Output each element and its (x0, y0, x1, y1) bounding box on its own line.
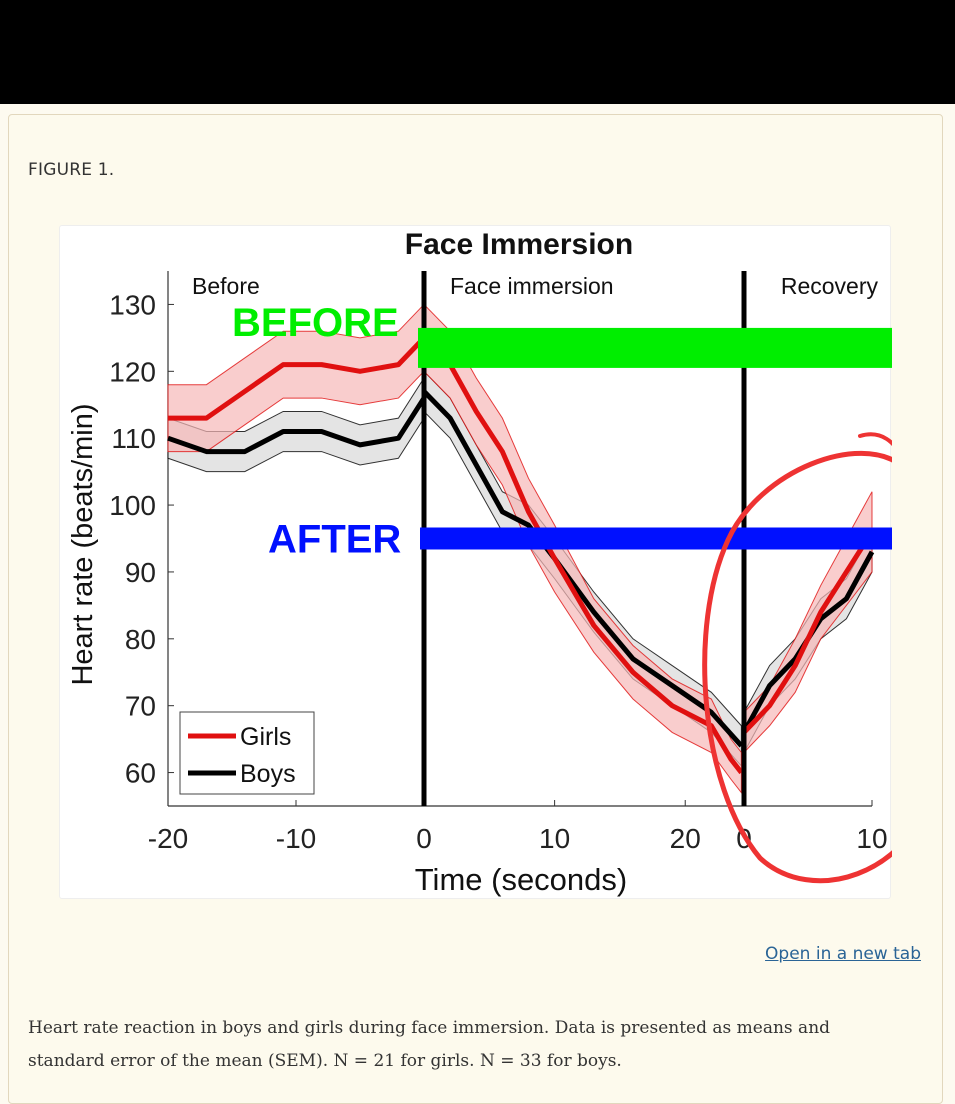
open-in-new-tab-link[interactable]: Open in a new tab (765, 944, 921, 964)
series-line-boys (167, 396, 427, 455)
figure-caption: Heart rate reaction in boys and girls du… (28, 1018, 831, 1071)
before-annotation: BEFORE (232, 301, 399, 345)
x-tick-label: -20 (148, 823, 188, 854)
after-annotation: AFTER (268, 518, 401, 562)
top-black-bar (0, 0, 955, 104)
y-tick-label: 120 (109, 356, 156, 387)
y-tick-label: 80 (125, 624, 156, 655)
x-tick-label: -10 (276, 823, 316, 854)
x-tick-label: 0 (416, 823, 432, 854)
figure-label: FIGURE 1. (28, 160, 115, 180)
red-circle-tail (858, 432, 892, 447)
series-line-girls (422, 336, 744, 775)
legend-label-boys: Boys (240, 760, 296, 788)
chart-title: Face Immersion (405, 228, 633, 261)
plot-panel: Face Immersion 60 70 80 90 100 110 120 130 Heart … (59, 225, 892, 899)
legend-box (179, 711, 315, 795)
y-tick-label: 90 (125, 557, 156, 588)
before-highlight-bar (418, 327, 892, 368)
x-tick-label: 10 (539, 823, 570, 854)
red-circle-annotation (702, 450, 892, 884)
y-tick-label: 110 (111, 423, 156, 454)
series-line-girls (168, 336, 426, 421)
sem-band-girls (423, 303, 742, 795)
x-tick-label: 10 (856, 823, 887, 854)
y-tick-label: 130 (109, 289, 156, 320)
legend-label-girls: Girls (240, 723, 291, 751)
y-tick-label: 60 (125, 758, 156, 789)
x-tick-label: 20 (670, 823, 701, 854)
after-highlight-bar (420, 527, 892, 550)
series-line-girls (742, 530, 875, 735)
x-axis-label: Time (seconds) (415, 862, 627, 897)
y-axis-label: Heart rate (beats/min) (67, 403, 99, 685)
heart-rate-chart: Face Immersion60708090100110120130Heart … (67, 228, 892, 897)
segment-label: Face immersion (450, 273, 614, 299)
y-tick-label: 100 (109, 490, 156, 521)
y-tick-label: 70 (125, 691, 156, 722)
segment-label: Recovery (781, 273, 879, 299)
sem-band-girls (743, 491, 873, 754)
segment-label: Before (192, 273, 260, 299)
